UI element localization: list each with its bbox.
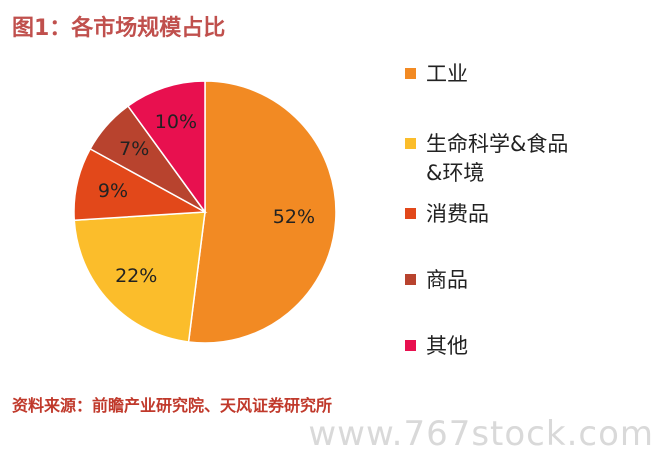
- legend-swatch: [405, 68, 416, 79]
- legend-swatch: [405, 138, 416, 149]
- legend-label: 其他: [426, 334, 468, 358]
- data-label: 10%: [155, 111, 197, 133]
- data-label: 7%: [119, 138, 149, 160]
- pie-slice: [126, 80, 206, 215]
- legend-item: 商品: [405, 266, 468, 295]
- source-note: 资料来源：前瞻产业研究院、天风证券研究所: [12, 396, 333, 415]
- legend-label: 消费品: [426, 202, 489, 226]
- data-label: 52%: [273, 206, 315, 228]
- watermark-text: www.767stock.com: [308, 414, 654, 454]
- legend-swatch: [405, 274, 416, 285]
- legend-item: 生命科学&食品 &环境: [405, 130, 568, 188]
- legend-label: 商品: [426, 268, 468, 292]
- legend-item: 消费品: [405, 200, 489, 229]
- legend-swatch: [405, 340, 416, 351]
- legend-item: 其他: [405, 332, 468, 361]
- legend-swatch: [405, 208, 416, 219]
- chart-title: 图1：各市场规模占比: [12, 16, 226, 41]
- legend-item: 工业: [405, 60, 468, 89]
- legend-label: 工业: [426, 62, 468, 86]
- legend-label: 生命科学&食品 &环境: [426, 132, 569, 185]
- pie-slice: [73, 211, 206, 343]
- data-label: 22%: [115, 265, 157, 287]
- data-label: 9%: [98, 180, 128, 202]
- pie-slice: [187, 80, 337, 344]
